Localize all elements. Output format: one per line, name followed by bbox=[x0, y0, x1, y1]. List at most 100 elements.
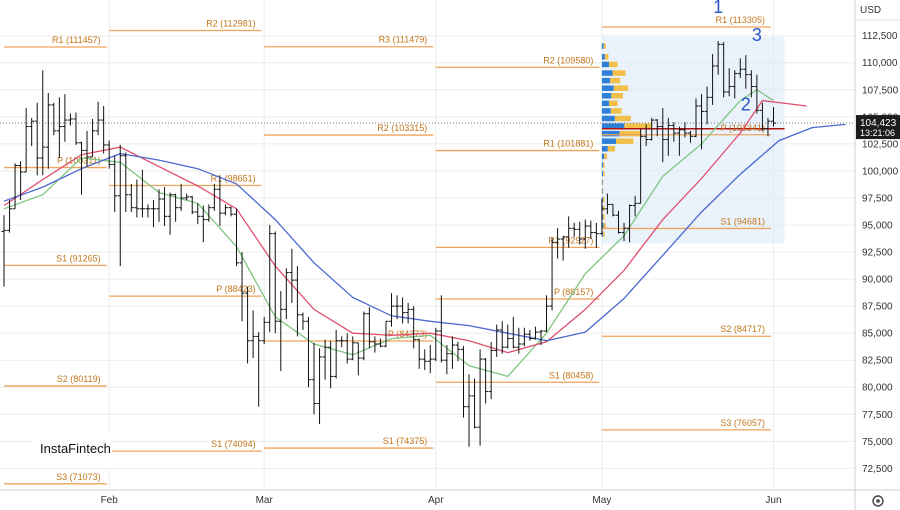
ohlc-bar bbox=[206, 204, 212, 222]
pivot-label: S1 (91265) bbox=[56, 253, 101, 263]
volume-profile-row-buy bbox=[601, 85, 614, 91]
volume-profile-row-buy bbox=[601, 231, 604, 237]
ohlc-bar bbox=[283, 268, 289, 320]
settings-gear-icon[interactable] bbox=[872, 495, 884, 507]
ohlc-bar bbox=[234, 208, 240, 267]
volume-profile-row-buy bbox=[601, 123, 625, 129]
gear-ring bbox=[872, 495, 884, 507]
ohlc-bar bbox=[549, 237, 555, 311]
volume-profile-row-buy bbox=[601, 214, 604, 220]
ohlc-bars bbox=[1, 41, 776, 447]
ohlc-bar bbox=[112, 155, 118, 213]
ohlc-bar bbox=[333, 329, 339, 379]
ohlc-bar bbox=[449, 336, 455, 369]
ohlc-bar bbox=[228, 206, 234, 217]
y-tick-label: 112,500 bbox=[862, 31, 898, 42]
y-tick-label: 95,000 bbox=[862, 220, 893, 231]
ohlc-bar bbox=[499, 321, 505, 354]
ohlc-bar bbox=[117, 144, 123, 267]
ohlc-bar bbox=[18, 161, 24, 201]
ohlc-bar bbox=[566, 216, 572, 248]
ohlc-bar bbox=[555, 228, 561, 259]
ohlc-bar bbox=[184, 193, 190, 201]
volume-profile-row-sell bbox=[614, 115, 631, 122]
pivot-label: S1 (74375) bbox=[383, 436, 428, 446]
moving-average-line bbox=[3, 89, 774, 378]
volume-profile-row-buy bbox=[601, 77, 611, 84]
ohlc-bar bbox=[34, 102, 40, 176]
ohlc-bar bbox=[765, 117, 771, 137]
ohlc-bar bbox=[649, 117, 655, 141]
ohlc-bar bbox=[7, 200, 13, 233]
pivot-label: P (103341) bbox=[721, 123, 765, 133]
volume-profile-row-buy bbox=[601, 93, 612, 99]
volume-profile-row-sell bbox=[603, 162, 605, 168]
ohlc-bar bbox=[361, 311, 367, 361]
ohlc-bar bbox=[200, 205, 206, 243]
ohlc-bar bbox=[211, 183, 217, 211]
ohlc-bar bbox=[472, 378, 478, 429]
ohlc-bar bbox=[400, 297, 406, 324]
ohlc-bar bbox=[245, 286, 251, 364]
ohlc-bar bbox=[643, 124, 649, 147]
pivot-label: S2 (84717) bbox=[720, 324, 765, 334]
volume-profile-row-buy bbox=[601, 196, 604, 203]
ohlc-bar bbox=[770, 107, 776, 127]
ohlc-bar bbox=[311, 342, 317, 415]
ohlc-bar bbox=[433, 327, 439, 362]
ohlc-bar bbox=[505, 324, 511, 349]
ohlc-bar bbox=[676, 126, 682, 156]
volume-profile-row-sell bbox=[602, 179, 604, 186]
current-price-value: 104,423 bbox=[860, 118, 897, 129]
pivot-label: S1 (94681) bbox=[720, 216, 765, 226]
volume-profile-row-sell bbox=[603, 170, 605, 177]
ohlc-bar bbox=[90, 118, 96, 158]
ohlc-bar bbox=[732, 70, 738, 99]
ohlc-bar bbox=[322, 339, 328, 380]
ohlc-bar bbox=[173, 193, 179, 222]
y-tick-label: 77,500 bbox=[862, 410, 893, 421]
ohlc-bar bbox=[294, 266, 300, 337]
ohlc-bar bbox=[156, 189, 162, 222]
ohlc-bar bbox=[389, 293, 395, 327]
ohlc-bar bbox=[516, 327, 522, 354]
volume-profile-row-sell bbox=[624, 123, 652, 129]
ohlc-bar bbox=[438, 295, 444, 363]
pivot-label: R1 (111457) bbox=[52, 35, 101, 45]
ohlc-bar bbox=[538, 329, 544, 346]
ohlc-bar bbox=[621, 222, 627, 242]
ohlc-bar bbox=[106, 140, 112, 169]
wave-label: 2 bbox=[741, 94, 751, 114]
volume-profile-row-sell bbox=[607, 146, 616, 152]
pivot-label: R2 (109580) bbox=[543, 55, 593, 65]
volume-profile-row-sell bbox=[604, 153, 608, 160]
volume-profile-row-sell bbox=[610, 108, 622, 114]
y-tick-label: 90,000 bbox=[862, 275, 893, 286]
ohlc-bar bbox=[699, 94, 705, 150]
ohlc-bar bbox=[615, 210, 621, 234]
ohlc-bar bbox=[317, 348, 323, 425]
ohlc-bar bbox=[67, 113, 73, 126]
volume-profile-row-buy bbox=[601, 108, 611, 114]
pivot-label: S1 (74094) bbox=[211, 439, 256, 449]
pivot-label: S3 (76057) bbox=[720, 418, 765, 428]
y-tick-label: 80,000 bbox=[862, 383, 893, 394]
ohlc-bar bbox=[101, 106, 107, 154]
ohlc-bar bbox=[339, 336, 345, 348]
ohlc-bar bbox=[660, 108, 666, 163]
ohlc-bar bbox=[593, 222, 599, 248]
volume-profile-row-buy bbox=[601, 43, 604, 49]
ohlc-bar bbox=[665, 117, 671, 156]
ohlc-bar bbox=[466, 374, 472, 447]
ohlc-bar bbox=[250, 310, 256, 359]
ohlc-bar bbox=[627, 204, 633, 243]
ohlc-bar bbox=[654, 118, 660, 137]
logo: InstaFintech bbox=[32, 430, 112, 468]
ohlc-bar bbox=[40, 70, 46, 176]
ohlc-bar bbox=[79, 141, 85, 195]
ohlc-bar bbox=[416, 338, 422, 369]
ohlc-bar bbox=[610, 203, 616, 217]
ohlc-bar bbox=[12, 163, 18, 210]
ohlc-bar bbox=[582, 219, 588, 249]
